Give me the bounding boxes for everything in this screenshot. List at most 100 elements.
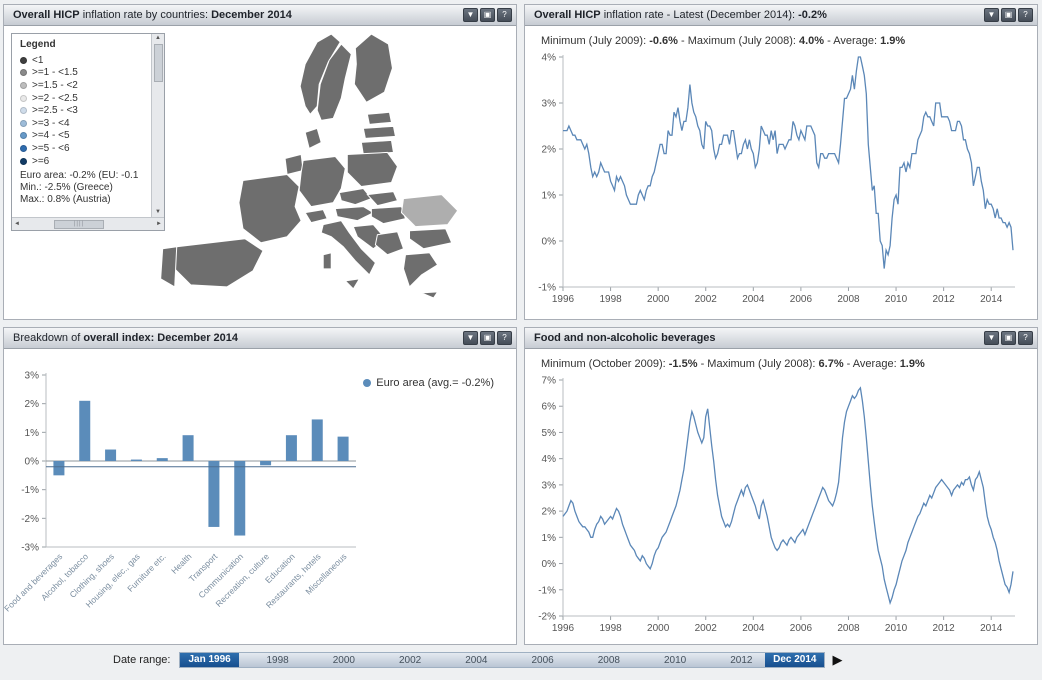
svg-text:1%: 1% [542, 533, 557, 544]
window-button[interactable]: ▣ [480, 331, 495, 345]
data-series-line [563, 56, 1014, 269]
bar-furniture-etc- [156, 458, 168, 461]
scrollbar-thumb[interactable]: |||| [53, 219, 104, 229]
legend-item-label: <1 [32, 54, 44, 66]
svg-text:2010: 2010 [885, 623, 908, 634]
collapse-button[interactable]: ▼ [463, 331, 478, 345]
svg-text:-1%: -1% [538, 283, 556, 294]
panel-breakdown: Breakdown of overall index: December 201… [3, 327, 517, 645]
legend-horizontal-scrollbar[interactable]: ◄ |||| ► [12, 217, 164, 230]
svg-text:Communication: Communication [196, 551, 245, 600]
svg-text:2004: 2004 [742, 623, 765, 634]
legend-summary-line: Max.: 0.8% (Austria) [20, 194, 111, 206]
scrollbar-thumb[interactable] [153, 44, 163, 82]
svg-text:2002: 2002 [695, 623, 718, 634]
country-shape[interactable] [366, 191, 399, 207]
scroll-down-icon[interactable]: ▼ [155, 209, 161, 215]
window-button[interactable]: ▣ [1001, 8, 1016, 22]
svg-text:2006: 2006 [790, 294, 813, 305]
bar-food-and-beverages [53, 461, 65, 476]
scroll-up-icon[interactable]: ▲ [155, 35, 161, 41]
country-shape[interactable] [299, 33, 341, 116]
map-body: Legend <1 >=1 - <1.5 >=1.5 - <2 >=2 - <2.5 >… [4, 26, 516, 319]
bar-transport [208, 461, 220, 527]
country-shape[interactable] [338, 188, 373, 206]
svg-text:5%: 5% [542, 428, 557, 439]
play-button[interactable]: ▶ [832, 652, 843, 667]
svg-text:-1%: -1% [21, 485, 39, 496]
country-shape[interactable] [362, 125, 397, 139]
country-shape[interactable] [316, 43, 352, 121]
date-tick: 2002 [398, 654, 422, 666]
panel-food-title: Food and non-alcoholic beverages [534, 332, 716, 344]
help-button[interactable]: ? [1018, 8, 1033, 22]
country-shape[interactable] [346, 151, 399, 188]
svg-text:2008: 2008 [837, 623, 860, 634]
country-shape[interactable] [402, 252, 439, 288]
svg-text:2004: 2004 [742, 294, 765, 305]
svg-text:0%: 0% [542, 237, 557, 248]
help-button[interactable]: ? [497, 331, 512, 345]
legend-item-label: >=5 - <6 [32, 142, 70, 154]
country-shape[interactable] [322, 252, 332, 270]
date-range-slider[interactable]: Jan 1996 1998 2000 2002 2004 2006 2008 2010 201… [179, 652, 826, 668]
panel-map-title: Overall HICP inflation rate by countries… [13, 9, 292, 21]
svg-text:2%: 2% [542, 145, 557, 156]
country-shape[interactable] [360, 139, 395, 155]
collapse-button[interactable]: ▼ [984, 331, 999, 345]
country-shape[interactable] [238, 173, 302, 244]
legend-item-label: >=1 - <1.5 [32, 67, 78, 79]
country-shape[interactable] [366, 111, 393, 125]
country-shape[interactable] [284, 153, 304, 176]
country-shape[interactable] [421, 291, 439, 299]
help-button[interactable]: ? [1018, 331, 1033, 345]
bar-alcohol-tobacco [79, 400, 91, 461]
country-shape[interactable] [304, 127, 322, 150]
panel-overall-titlebar: Overall HICP inflation rate - Latest (De… [525, 5, 1037, 26]
svg-text:1%: 1% [25, 428, 40, 439]
country-shape[interactable] [370, 206, 407, 225]
scroll-left-icon[interactable]: ◄ [14, 221, 20, 227]
country-shape-highlight[interactable] [400, 194, 459, 228]
country-shape[interactable] [344, 278, 361, 290]
svg-text:2000: 2000 [647, 294, 670, 305]
svg-text:2006: 2006 [790, 623, 813, 634]
legend-item: >=2.5 - <3 [20, 104, 148, 117]
collapse-button[interactable]: ▼ [984, 8, 999, 22]
collapse-button[interactable]: ▼ [463, 8, 478, 22]
bar-restaurants-hotels [311, 419, 323, 461]
date-tick: 2012 [730, 654, 753, 666]
scroll-right-icon[interactable]: ► [156, 221, 162, 227]
date-range-end-handle[interactable]: Dec 2014 [765, 653, 825, 667]
svg-text:2010: 2010 [885, 294, 908, 305]
window-button[interactable]: ▣ [1001, 331, 1016, 345]
svg-text:3%: 3% [25, 371, 40, 382]
data-series-line [562, 386, 1014, 606]
country-shape[interactable] [334, 206, 375, 222]
country-shape[interactable] [304, 209, 328, 224]
breakdown-chart-body: Euro area (avg.= -0.2%) -3% -2% -1% 0% 1% 2% 3… [4, 349, 516, 644]
legend-color-dot-icon [20, 69, 27, 77]
legend-item: >=3 - <4 [20, 117, 148, 130]
legend-color-dot-icon [20, 144, 27, 152]
legend-item: >=4 - <5 [20, 130, 148, 143]
bar-health [182, 435, 194, 461]
country-shape[interactable] [160, 246, 178, 288]
svg-text:2%: 2% [542, 507, 557, 518]
country-shape[interactable] [320, 220, 377, 276]
svg-text:-2%: -2% [21, 514, 39, 525]
window-button[interactable]: ▣ [480, 8, 495, 22]
date-range-start-handle[interactable]: Jan 1996 [180, 653, 239, 667]
date-range-ticks: 1998 2000 2002 2004 2006 2008 2010 2012 [180, 655, 824, 666]
country-shape[interactable] [298, 155, 346, 208]
legend-item-label: >=2.5 - <3 [32, 105, 78, 117]
legend-vertical-scrollbar[interactable]: ▲ ▼ [151, 34, 164, 217]
legend-item-label: >=3 - <4 [32, 117, 70, 129]
country-shape[interactable] [172, 238, 264, 288]
country-shape[interactable] [374, 231, 405, 256]
country-shape[interactable] [409, 228, 453, 250]
help-button[interactable]: ? [497, 8, 512, 22]
country-shape[interactable] [353, 33, 393, 103]
svg-text:0%: 0% [25, 457, 40, 468]
